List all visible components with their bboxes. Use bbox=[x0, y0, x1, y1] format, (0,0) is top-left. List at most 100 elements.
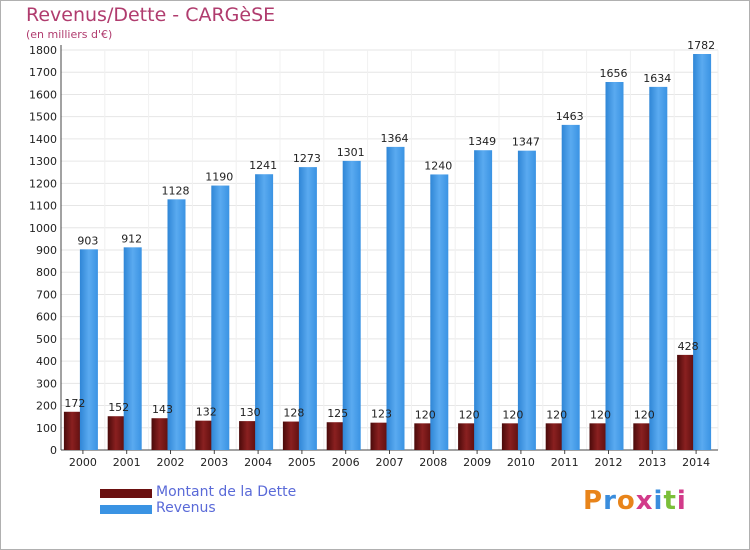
x-tick-label: 2003 bbox=[200, 456, 228, 469]
axes: 0 100 200 300 400 500 600 700 800 900 1000 1100 1200… bbox=[29, 44, 718, 469]
revenue-value-label: 1364 bbox=[381, 132, 409, 145]
debt-bar bbox=[458, 423, 477, 450]
chart-subtitle: (en milliers d'€) bbox=[26, 28, 113, 41]
legend-label-revenue: Revenus bbox=[156, 500, 216, 516]
debt-value-label: 120 bbox=[459, 408, 480, 421]
debt-value-label: 172 bbox=[64, 397, 85, 410]
y-tick-label: 1500 bbox=[29, 111, 57, 124]
x-tick-label: 2008 bbox=[419, 456, 447, 469]
revenue-bar bbox=[474, 150, 493, 450]
debt-value-label: 120 bbox=[634, 408, 655, 421]
debt-bar bbox=[677, 354, 696, 450]
x-tick-label: 2013 bbox=[638, 456, 666, 469]
x-tick-label: 2000 bbox=[69, 456, 97, 469]
revenue-value-label: 1463 bbox=[556, 110, 584, 123]
revenue-value-label: 1656 bbox=[600, 67, 628, 80]
chart-title: Revenus/Dette - CARGèSE bbox=[26, 4, 276, 26]
y-tick-label: 1200 bbox=[29, 177, 57, 190]
debt-value-label: 120 bbox=[590, 408, 611, 421]
revenue-bar bbox=[605, 82, 624, 450]
legend-swatch-revenue bbox=[100, 505, 152, 514]
logo-letter: x bbox=[635, 486, 654, 516]
legend-label-debt: Montant de la Dette bbox=[156, 484, 297, 500]
x-tick-label: 2006 bbox=[332, 456, 360, 469]
y-tick-label: 100 bbox=[36, 422, 57, 435]
y-tick-label: 800 bbox=[36, 266, 57, 279]
debt-bar bbox=[151, 418, 170, 450]
y-tick-label: 1700 bbox=[29, 66, 57, 79]
y-tick-label: 600 bbox=[36, 311, 57, 324]
y-tick-label: 1000 bbox=[29, 222, 57, 235]
revenue-value-label: 1301 bbox=[337, 146, 365, 159]
x-tick-label: 2010 bbox=[507, 456, 535, 469]
debt-bar bbox=[239, 421, 258, 450]
revenue-bar bbox=[430, 174, 449, 450]
revenue-bar bbox=[123, 247, 142, 450]
revenue-bar bbox=[167, 199, 186, 450]
y-tick-label: 0 bbox=[50, 444, 57, 457]
revenue-value-label: 903 bbox=[77, 234, 98, 247]
x-tick-label: 2002 bbox=[157, 456, 185, 469]
x-tick-label: 2001 bbox=[113, 456, 141, 469]
y-tick-label: 1300 bbox=[29, 155, 57, 168]
debt-bar bbox=[326, 422, 345, 450]
x-tick-label: 2011 bbox=[551, 456, 579, 469]
y-tick-label: 300 bbox=[36, 377, 57, 390]
revenue-bar bbox=[386, 146, 405, 450]
debt-value-label: 143 bbox=[152, 403, 173, 416]
proxiti-logo: Proxiti bbox=[583, 486, 687, 516]
debt-value-label: 120 bbox=[415, 408, 436, 421]
y-tick-label: 1800 bbox=[29, 44, 57, 57]
logo-letter: t bbox=[663, 486, 677, 516]
debt-bar bbox=[195, 420, 214, 450]
x-tick-label: 2005 bbox=[288, 456, 316, 469]
revenue-bar bbox=[255, 174, 274, 450]
x-tick-label: 2014 bbox=[682, 456, 710, 469]
revenue-value-label: 1273 bbox=[293, 152, 321, 165]
logo-letter: o bbox=[616, 486, 636, 516]
debt-bar bbox=[63, 411, 82, 450]
revenue-value-label: 1347 bbox=[512, 136, 540, 149]
revenue-value-label: 1782 bbox=[687, 39, 715, 52]
legend-swatch-debt bbox=[100, 489, 152, 498]
x-tick-label: 2004 bbox=[244, 456, 272, 469]
revenue-value-label: 1240 bbox=[424, 159, 452, 172]
revenue-value-label: 1349 bbox=[468, 135, 496, 148]
debt-bar bbox=[633, 423, 652, 450]
revenue-bar bbox=[561, 124, 580, 450]
revenue-value-label: 1241 bbox=[249, 159, 277, 172]
y-tick-label: 900 bbox=[36, 244, 57, 257]
y-tick-label: 700 bbox=[36, 288, 57, 301]
debt-value-label: 130 bbox=[240, 406, 261, 419]
debt-value-label: 128 bbox=[283, 407, 304, 420]
revenue-bar bbox=[649, 86, 668, 450]
y-tick-label: 200 bbox=[36, 400, 57, 413]
debt-value-label: 428 bbox=[678, 340, 699, 353]
debt-value-label: 120 bbox=[502, 408, 523, 421]
x-tick-label: 2009 bbox=[463, 456, 491, 469]
debt-value-label: 120 bbox=[546, 408, 567, 421]
debt-value-label: 125 bbox=[327, 407, 348, 420]
debt-bar bbox=[501, 423, 520, 450]
y-tick-label: 1400 bbox=[29, 133, 57, 146]
debt-value-label: 123 bbox=[371, 408, 392, 421]
logo-letter: P bbox=[583, 486, 604, 516]
debt-bar bbox=[414, 423, 433, 450]
y-tick-label: 1600 bbox=[29, 88, 57, 101]
debt-bar bbox=[370, 422, 389, 450]
revenue-bar bbox=[517, 150, 536, 450]
debt-value-label: 132 bbox=[196, 406, 217, 419]
revenue-bar bbox=[342, 160, 361, 450]
debt-bar bbox=[107, 416, 126, 450]
debt-bar bbox=[545, 423, 564, 450]
revenue-value-label: 1128 bbox=[162, 184, 190, 197]
revenue-bar bbox=[211, 185, 230, 451]
revenue-bar bbox=[79, 249, 98, 450]
debt-bar bbox=[282, 421, 301, 450]
y-tick-label: 500 bbox=[36, 333, 57, 346]
bars bbox=[63, 54, 712, 451]
x-tick-label: 2007 bbox=[376, 456, 404, 469]
y-tick-label: 400 bbox=[36, 355, 57, 368]
x-tick-label: 2012 bbox=[595, 456, 623, 469]
